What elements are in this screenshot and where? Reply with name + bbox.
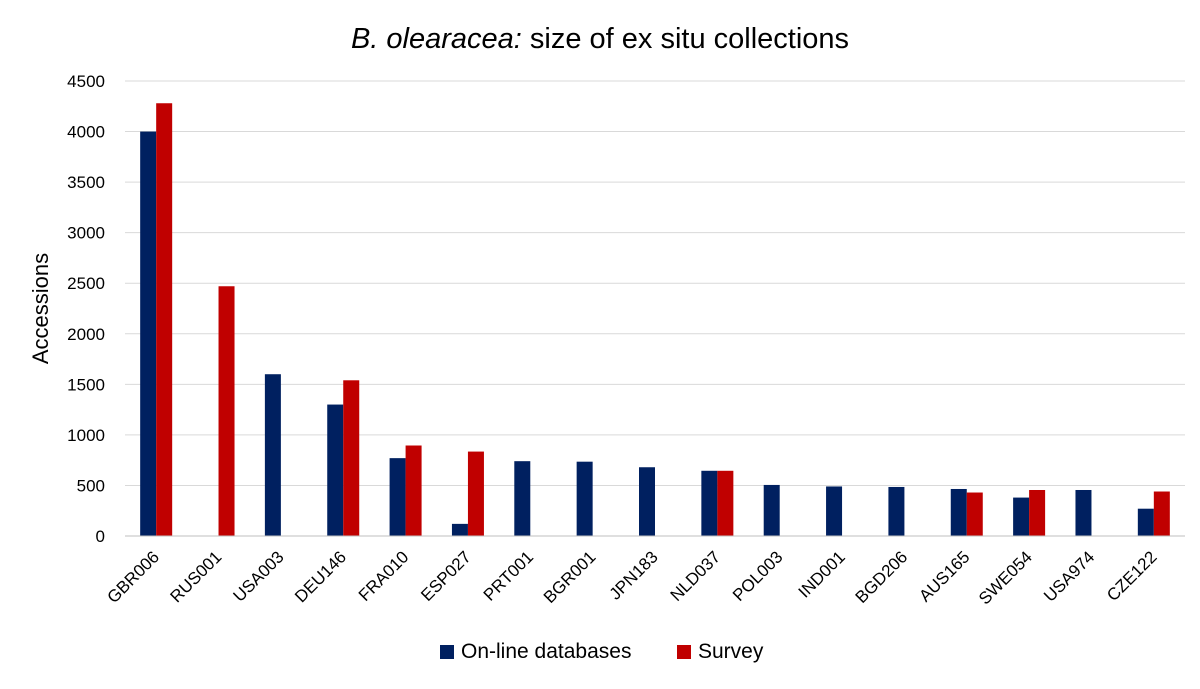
gridlines xyxy=(125,80,1185,486)
bar-online-nld037 xyxy=(701,470,718,536)
x-tick-label: NLD037 xyxy=(667,547,725,605)
y-tick-label: 2500 xyxy=(67,274,105,293)
chart-title-rest: size of ex situ collections xyxy=(522,23,849,55)
y-tick-label: 1000 xyxy=(67,426,105,445)
y-axis-label: Accessions xyxy=(28,253,53,364)
x-tick-label: ESP027 xyxy=(417,547,475,605)
bar-online-pol003 xyxy=(763,484,780,536)
bar-online-jpn183 xyxy=(639,467,655,536)
bar-online-usa003 xyxy=(264,374,281,536)
bar-survey-deu146 xyxy=(343,380,360,536)
y-tick-label: 4500 xyxy=(67,72,105,91)
legend-swatch xyxy=(440,645,454,659)
bar-online-esp027 xyxy=(451,523,468,536)
legend: On-line databases Survey xyxy=(440,640,764,663)
bar-online-aus165 xyxy=(950,488,967,536)
y-tick-label: 0 xyxy=(96,527,105,546)
x-tick-label: DEU146 xyxy=(291,547,350,606)
x-tick-label: BGR001 xyxy=(540,547,600,607)
x-tick-label: IND001 xyxy=(795,547,849,601)
bar-survey-nld037 xyxy=(717,470,734,536)
bar-online-deu146 xyxy=(327,404,344,536)
x-tick-label: POL003 xyxy=(729,547,787,605)
x-tick-label: JPN183 xyxy=(606,547,662,603)
legend-label: Survey xyxy=(698,640,764,663)
legend-label: On-line databases xyxy=(461,640,631,663)
bar-survey-aus165 xyxy=(966,492,983,536)
bar-survey-cze122 xyxy=(1153,491,1170,536)
bar-survey-fra010 xyxy=(405,445,422,536)
bar-online-ind001 xyxy=(826,486,843,536)
x-tick-label: USA003 xyxy=(229,547,287,605)
y-tick-label: 3500 xyxy=(67,173,105,192)
bar-online-bgr001 xyxy=(576,461,593,536)
bars xyxy=(140,103,1170,537)
y-axis-ticks: 0 500 1000 1500 2000 2500 3000 3500 4000 4500 xyxy=(67,72,105,546)
y-tick-label: 1500 xyxy=(67,375,105,394)
y-tick-label: 3000 xyxy=(67,224,105,243)
x-tick-label: USA974 xyxy=(1040,547,1098,605)
x-tick-label: GBR006 xyxy=(103,547,163,607)
bar-survey-swe054 xyxy=(1029,489,1046,536)
bar-survey-gbr006 xyxy=(156,103,173,536)
bar-survey-rus001 xyxy=(218,286,235,536)
x-axis-ticks: GBR006 RUS001 USA003 DEU146 FRA010 ESP027 PRT0… xyxy=(103,547,1160,608)
chart-title-italic: B. olearacea: xyxy=(351,23,522,55)
x-tick-label: AUS165 xyxy=(915,547,973,605)
x-tick-label: PRT001 xyxy=(480,547,537,604)
bar-online-bgd206 xyxy=(888,486,905,536)
bar-online-swe054 xyxy=(1013,497,1030,536)
y-tick-label: 4000 xyxy=(67,123,105,142)
x-tick-label: BGD206 xyxy=(852,547,912,607)
x-tick-label: CZE122 xyxy=(1103,547,1161,605)
x-tick-label: FRA010 xyxy=(355,547,413,605)
legend-swatch xyxy=(677,645,691,659)
bar-online-usa974 xyxy=(1075,489,1092,536)
chart-title: B. olearacea: size of ex situ collection… xyxy=(351,23,849,55)
y-tick-label: 2000 xyxy=(67,325,105,344)
bar-online-prt001 xyxy=(514,461,531,536)
bar-survey-esp027 xyxy=(467,451,484,536)
bar-online-fra010 xyxy=(389,458,406,536)
x-tick-label: RUS001 xyxy=(166,547,225,606)
x-tick-label: SWE054 xyxy=(975,547,1036,608)
bar-online-cze122 xyxy=(1137,508,1154,536)
y-tick-label: 500 xyxy=(77,476,105,495)
bar-online-gbr006 xyxy=(140,131,157,537)
